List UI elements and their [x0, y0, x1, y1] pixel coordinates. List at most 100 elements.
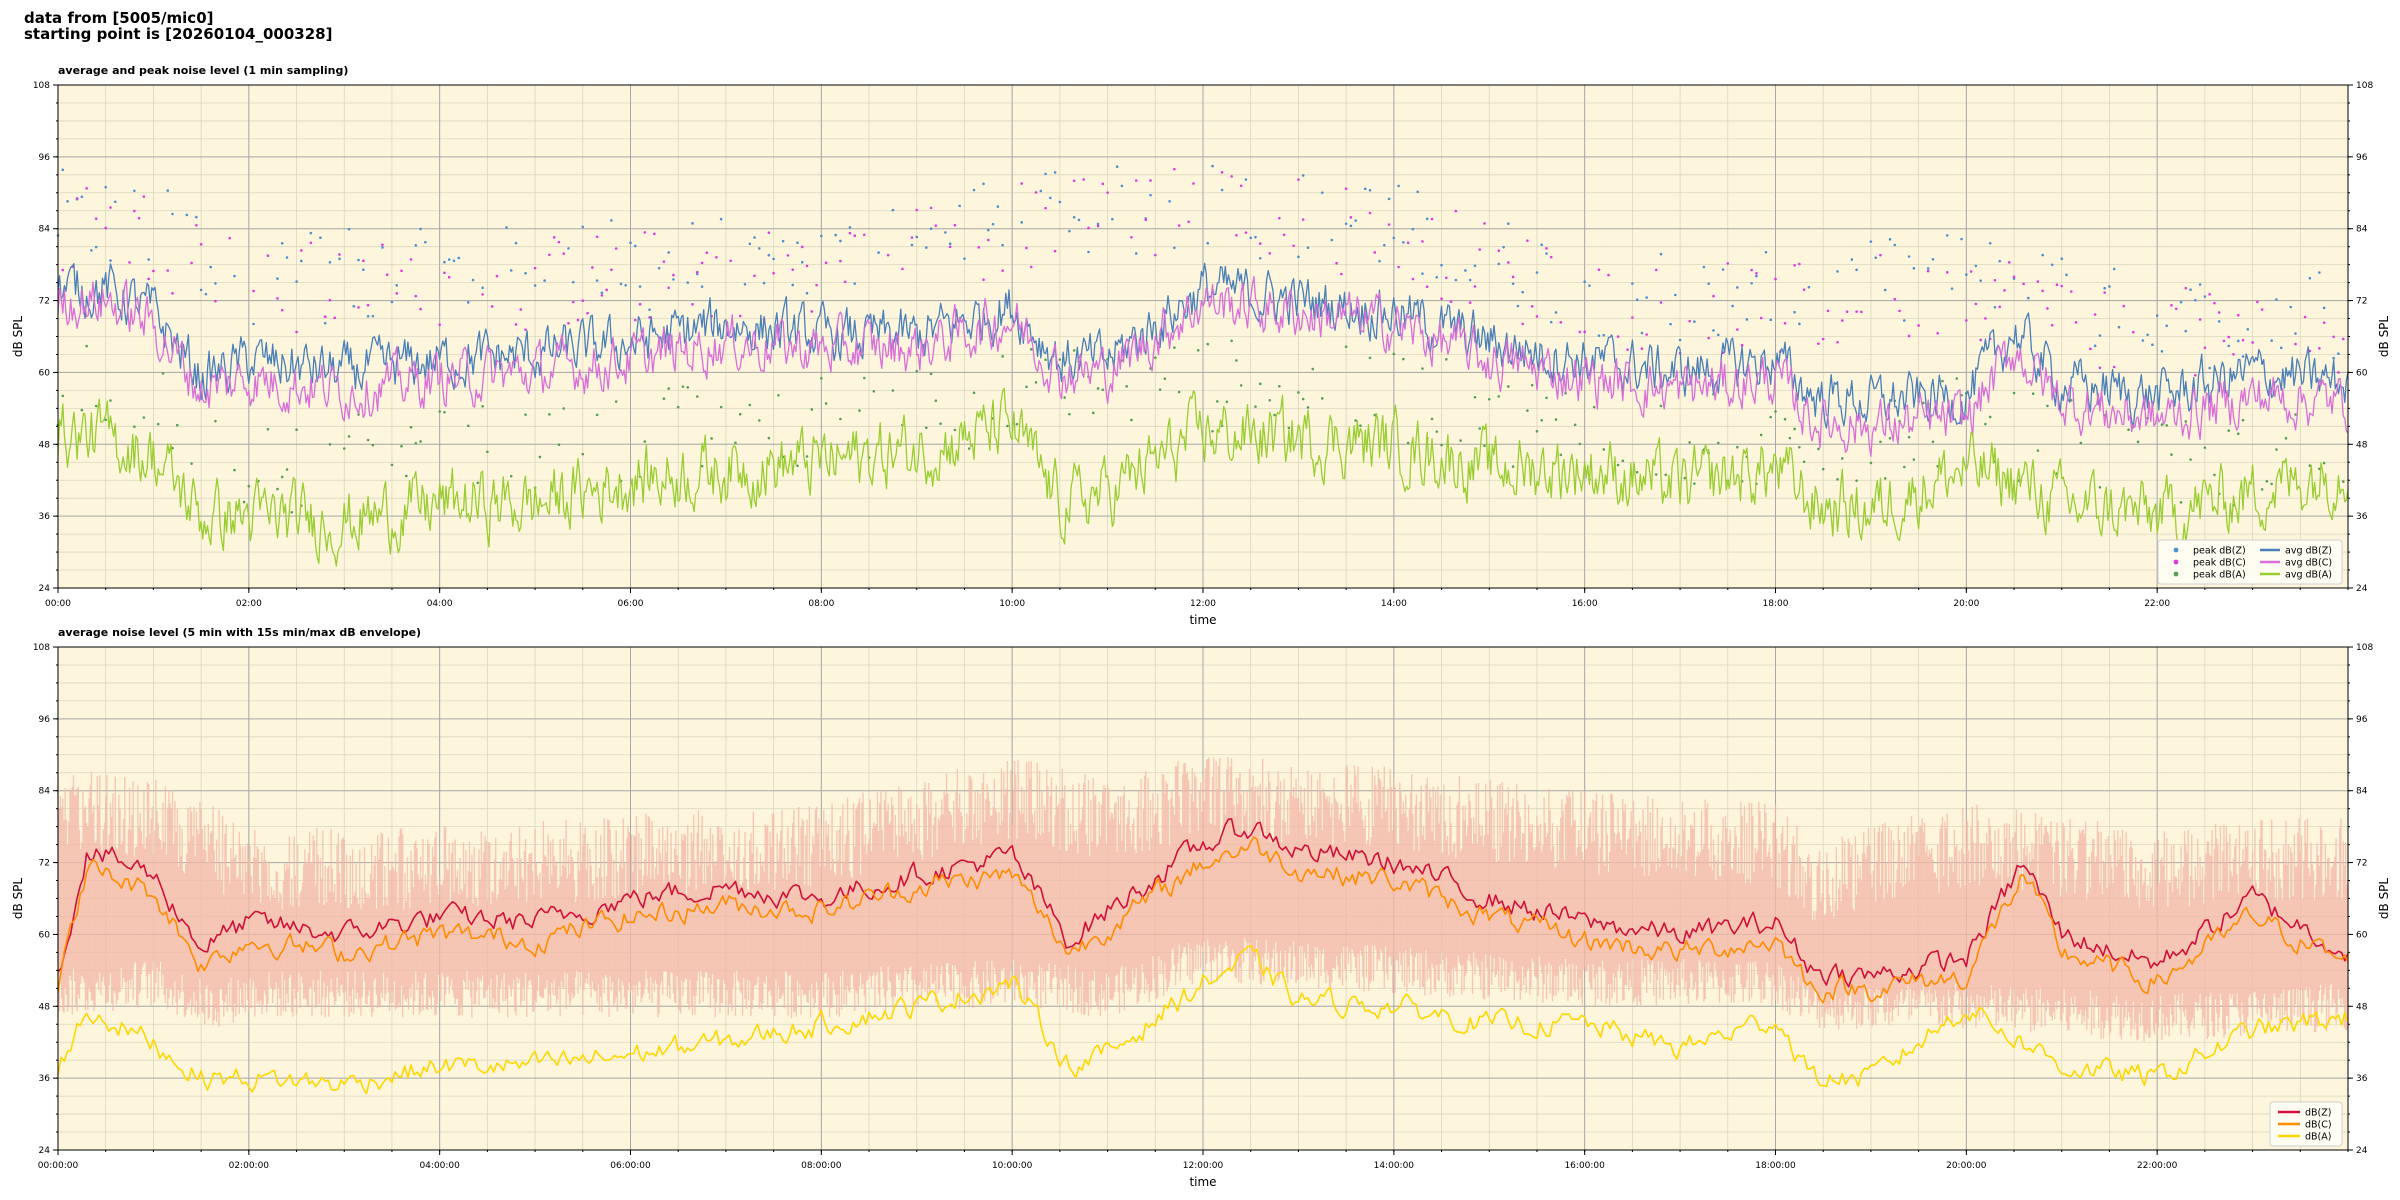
- peak-point: [1573, 423, 1577, 427]
- y-tick-label-left: 24: [39, 1146, 51, 1156]
- peak-point: [1635, 298, 1639, 302]
- peak-point: [524, 271, 527, 275]
- series-line-avg-db-c-: [57, 275, 2349, 457]
- peak-point: [2155, 314, 2159, 317]
- peak-point: [1087, 226, 1090, 230]
- peak-point: [571, 300, 575, 304]
- peak-point: [1988, 241, 1992, 245]
- y-tick-label-left: 96: [39, 153, 51, 163]
- peak-point: [1025, 385, 1028, 389]
- peak-point: [214, 299, 217, 303]
- peak-point: [2246, 327, 2250, 331]
- series-peak-db-z-: [56, 164, 2340, 370]
- peak-point: [1664, 473, 1668, 477]
- peak-point: [2275, 448, 2278, 451]
- peak-point: [1359, 424, 1362, 428]
- peak-point: [762, 281, 766, 285]
- peak-point: [1507, 385, 1510, 388]
- peak-point: [1239, 184, 1243, 188]
- peak-point: [1025, 246, 1028, 250]
- peak-point: [1898, 309, 1901, 313]
- peak-point: [557, 443, 561, 446]
- peak-point: [1645, 296, 1648, 299]
- x-tick-label: 08:00:00: [801, 1161, 842, 1171]
- peak-point: [328, 443, 332, 446]
- peak-point: [2308, 276, 2312, 280]
- peak-point: [94, 245, 98, 249]
- peak-point: [352, 304, 356, 308]
- peak-point: [280, 308, 284, 312]
- peak-point: [2136, 440, 2140, 444]
- peak-point: [872, 390, 876, 393]
- y-tick-label-left: 72: [39, 297, 50, 307]
- peak-point: [700, 261, 704, 265]
- peak-point: [300, 249, 303, 252]
- legend-label: dB(C): [2305, 1120, 2332, 1131]
- peak-point: [2241, 338, 2245, 342]
- peak-point: [1406, 241, 1410, 245]
- peak-point: [2074, 321, 2078, 324]
- peak-point: [548, 253, 551, 257]
- legend-label: peak dB(C): [2193, 558, 2246, 569]
- peak-point: [691, 222, 694, 225]
- peak-point: [381, 246, 384, 249]
- peak-point: [295, 428, 298, 432]
- peak-point: [610, 268, 613, 272]
- peak-point: [972, 188, 976, 192]
- peak-point: [137, 216, 141, 220]
- peak-point: [1783, 321, 1787, 325]
- peak-point: [1402, 241, 1405, 244]
- peak-point: [1044, 206, 1047, 210]
- peak-point: [2170, 453, 2173, 456]
- peak-point: [1526, 409, 1529, 412]
- peak-point: [629, 241, 632, 245]
- peak-point: [1244, 178, 1248, 181]
- peak-point: [939, 422, 942, 425]
- peak-point: [2165, 324, 2169, 328]
- peak-point: [1440, 297, 1443, 301]
- peak-point: [2208, 366, 2211, 370]
- series-line-db-z-: [57, 818, 2349, 988]
- peak-point: [1626, 348, 1629, 351]
- peak-point: [309, 241, 313, 245]
- peak-point: [1960, 237, 1963, 241]
- peak-point: [953, 428, 957, 432]
- peak-point: [705, 251, 709, 255]
- peak-point: [2012, 391, 2016, 395]
- peak-point: [1268, 252, 1272, 255]
- peak-point: [1721, 268, 1725, 271]
- peak-point: [695, 270, 699, 274]
- peak-point: [820, 234, 823, 238]
- peak-point: [767, 231, 771, 234]
- peak-point: [2174, 307, 2178, 311]
- peak-point: [2160, 423, 2164, 426]
- y-tick-label-left: 72: [39, 859, 50, 869]
- peak-point: [1907, 334, 1911, 338]
- peak-point: [1635, 470, 1639, 474]
- peak-point: [280, 475, 284, 479]
- peak-point: [362, 268, 365, 271]
- peak-point: [1974, 264, 1978, 268]
- peak-point: [1931, 440, 1935, 444]
- peak-point: [1192, 182, 1195, 185]
- peak-point: [1855, 310, 1858, 313]
- peak-point: [772, 271, 775, 275]
- peak-point: [409, 425, 413, 429]
- peak-point: [982, 278, 985, 282]
- peak-point: [2050, 323, 2054, 327]
- peak-point: [1740, 343, 1744, 347]
- peak-point: [295, 330, 298, 334]
- peak-point: [1855, 479, 1858, 482]
- peak-point: [605, 288, 608, 292]
- peak-point: [1096, 387, 1100, 390]
- peak-point: [371, 443, 375, 447]
- peak-point: [285, 468, 289, 471]
- peak-point: [1111, 217, 1114, 221]
- peak-point: [681, 385, 685, 388]
- peak-point: [142, 416, 146, 419]
- y-tick-label-left: 108: [33, 643, 50, 653]
- peak-point: [1659, 404, 1663, 408]
- peak-point: [1602, 333, 1606, 337]
- y-tick-label-right: 36: [2356, 1074, 2368, 1084]
- peak-point: [810, 408, 814, 411]
